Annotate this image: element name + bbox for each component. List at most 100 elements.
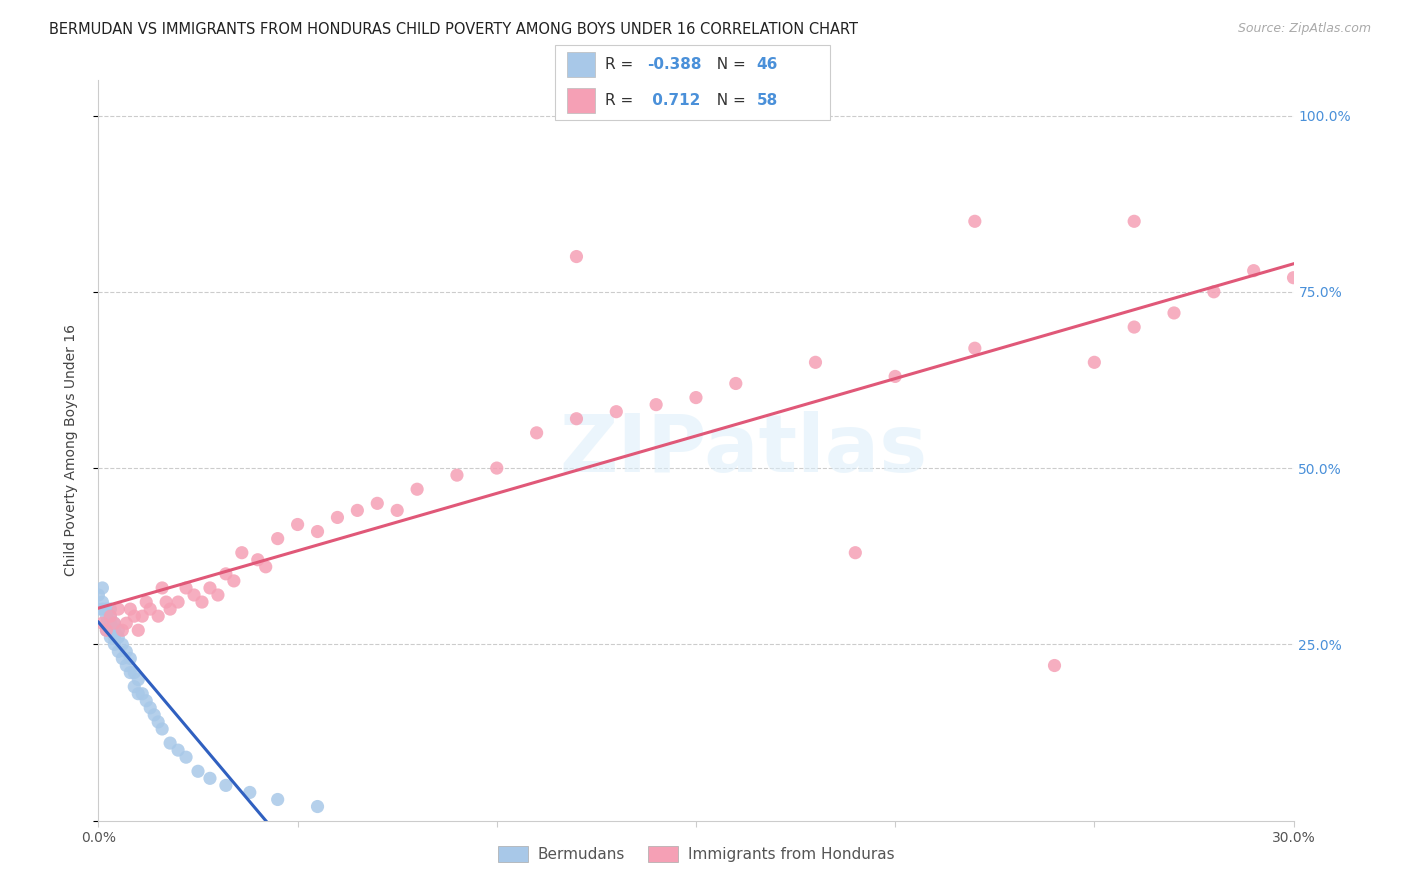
Point bbox=[1243, 263, 1265, 277]
Point bbox=[91, 602, 114, 616]
Point bbox=[1123, 214, 1146, 228]
Point bbox=[120, 602, 142, 616]
Point bbox=[98, 602, 122, 616]
Point bbox=[103, 630, 125, 644]
Point bbox=[135, 595, 157, 609]
Point bbox=[127, 687, 149, 701]
Point bbox=[963, 214, 986, 228]
Point bbox=[107, 644, 129, 658]
Point bbox=[96, 602, 118, 616]
Point bbox=[107, 602, 129, 616]
Text: N =: N = bbox=[707, 57, 751, 71]
Point bbox=[150, 581, 173, 595]
Point bbox=[366, 496, 388, 510]
Point bbox=[254, 559, 277, 574]
Point bbox=[565, 411, 588, 425]
Point bbox=[124, 665, 146, 680]
Point bbox=[111, 637, 134, 651]
Point bbox=[131, 687, 153, 701]
Point bbox=[127, 673, 149, 687]
Point bbox=[174, 750, 197, 764]
Point bbox=[183, 588, 205, 602]
Point bbox=[485, 461, 508, 475]
Point bbox=[267, 792, 290, 806]
Point bbox=[159, 602, 181, 616]
Text: 0.712: 0.712 bbox=[647, 94, 700, 108]
Point bbox=[96, 616, 118, 631]
Point bbox=[1083, 355, 1105, 369]
Point bbox=[605, 405, 627, 419]
Point bbox=[91, 581, 114, 595]
Point bbox=[96, 609, 118, 624]
Point bbox=[124, 680, 146, 694]
Text: ZIPatlas: ZIPatlas bbox=[560, 411, 928, 490]
Point bbox=[111, 651, 134, 665]
Point bbox=[143, 707, 166, 722]
Point bbox=[120, 651, 142, 665]
Point bbox=[107, 624, 129, 638]
Text: R =: R = bbox=[605, 94, 638, 108]
Point bbox=[187, 764, 209, 779]
Point bbox=[167, 743, 190, 757]
Point bbox=[844, 546, 866, 560]
Point bbox=[139, 701, 162, 715]
Point bbox=[96, 624, 118, 638]
Point bbox=[1163, 306, 1185, 320]
Point bbox=[231, 546, 253, 560]
Point bbox=[167, 595, 190, 609]
Text: -0.388: -0.388 bbox=[647, 57, 702, 71]
Text: 58: 58 bbox=[756, 94, 778, 108]
Point bbox=[307, 799, 329, 814]
Point bbox=[131, 609, 153, 624]
Point bbox=[198, 772, 221, 786]
Point bbox=[645, 398, 668, 412]
Text: Source: ZipAtlas.com: Source: ZipAtlas.com bbox=[1237, 22, 1371, 36]
Point bbox=[307, 524, 329, 539]
Point bbox=[963, 341, 986, 355]
Point bbox=[239, 785, 262, 799]
Point bbox=[804, 355, 827, 369]
Point bbox=[148, 609, 170, 624]
Point bbox=[155, 595, 177, 609]
Legend: Bermudans, Immigrants from Honduras: Bermudans, Immigrants from Honduras bbox=[492, 840, 900, 869]
Point bbox=[1123, 320, 1146, 334]
Point bbox=[103, 624, 125, 638]
Point bbox=[222, 574, 245, 588]
Point bbox=[139, 602, 162, 616]
Point bbox=[98, 630, 122, 644]
Point bbox=[385, 503, 409, 517]
Point bbox=[1282, 270, 1305, 285]
Point bbox=[326, 510, 349, 524]
Point bbox=[150, 722, 173, 736]
Point bbox=[87, 588, 110, 602]
Point bbox=[267, 532, 290, 546]
Y-axis label: Child Poverty Among Boys Under 16: Child Poverty Among Boys Under 16 bbox=[63, 325, 77, 576]
Point bbox=[246, 553, 269, 567]
Point bbox=[115, 658, 138, 673]
Point bbox=[103, 616, 125, 631]
Point bbox=[103, 616, 125, 631]
Text: N =: N = bbox=[707, 94, 751, 108]
Point bbox=[724, 376, 747, 391]
Point bbox=[1202, 285, 1225, 299]
Point bbox=[91, 595, 114, 609]
Point bbox=[565, 250, 588, 264]
Point bbox=[115, 644, 138, 658]
Text: R =: R = bbox=[605, 57, 638, 71]
Point bbox=[87, 602, 110, 616]
Point bbox=[1043, 658, 1066, 673]
Point bbox=[174, 581, 197, 595]
Text: BERMUDAN VS IMMIGRANTS FROM HONDURAS CHILD POVERTY AMONG BOYS UNDER 16 CORRELATI: BERMUDAN VS IMMIGRANTS FROM HONDURAS CHI… bbox=[49, 22, 858, 37]
Point bbox=[135, 694, 157, 708]
Point bbox=[148, 714, 170, 729]
Point bbox=[159, 736, 181, 750]
Point bbox=[287, 517, 309, 532]
Point bbox=[406, 482, 429, 496]
Point bbox=[111, 624, 134, 638]
Point bbox=[98, 616, 122, 631]
Point bbox=[98, 609, 122, 624]
Point bbox=[96, 624, 118, 638]
Point bbox=[346, 503, 368, 517]
Point bbox=[120, 665, 142, 680]
Point bbox=[526, 425, 548, 440]
